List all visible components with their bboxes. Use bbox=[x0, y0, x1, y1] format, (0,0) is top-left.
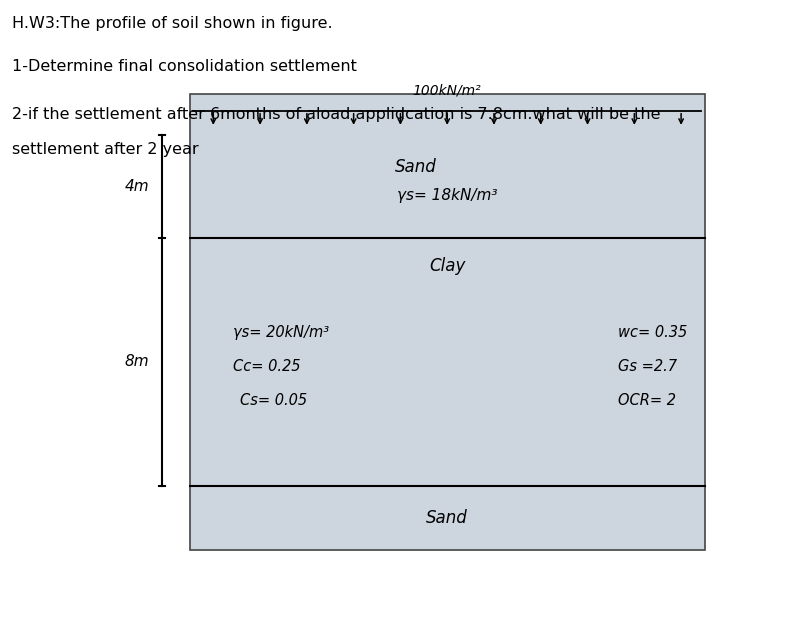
Text: 100kN/m²: 100kN/m² bbox=[413, 83, 482, 97]
Text: OCR= 2: OCR= 2 bbox=[618, 392, 676, 407]
Text: Cs= 0.05: Cs= 0.05 bbox=[239, 392, 306, 407]
Text: Sand: Sand bbox=[426, 509, 468, 527]
Text: 1-Determine final consolidation settlement: 1-Determine final consolidation settleme… bbox=[12, 59, 357, 74]
Text: 8m: 8m bbox=[125, 354, 150, 369]
Text: Cc= 0.25: Cc= 0.25 bbox=[234, 359, 301, 374]
Text: 2-if the settlement after 6months of aload applidcation is 7.8cm.what will be th: 2-if the settlement after 6months of alo… bbox=[12, 107, 661, 122]
Text: 4m: 4m bbox=[125, 179, 150, 194]
Text: Gs =2.7: Gs =2.7 bbox=[618, 359, 677, 374]
Text: γs= 18kN/m³: γs= 18kN/m³ bbox=[397, 188, 498, 203]
Text: Clay: Clay bbox=[429, 257, 466, 275]
Text: γs= 20kN/m³: γs= 20kN/m³ bbox=[234, 325, 330, 340]
Text: Sand: Sand bbox=[395, 158, 437, 176]
Text: wc= 0.35: wc= 0.35 bbox=[618, 325, 687, 340]
Text: settlement after 2 year: settlement after 2 year bbox=[12, 142, 198, 157]
Text: H.W3:The profile of soil shown in figure.: H.W3:The profile of soil shown in figure… bbox=[12, 16, 333, 31]
